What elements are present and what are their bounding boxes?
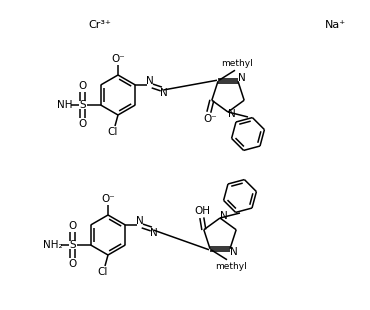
Text: OH: OH [195,206,211,216]
Text: Na⁺: Na⁺ [324,20,346,30]
Text: N: N [228,109,236,119]
Text: S: S [69,240,76,250]
Text: O: O [68,259,77,269]
Text: methyl: methyl [221,59,253,68]
Text: N: N [147,76,154,86]
Text: Cr³⁺: Cr³⁺ [88,20,111,30]
Text: NH: NH [57,100,73,110]
Text: O⁻: O⁻ [111,54,125,64]
Text: N: N [220,211,228,221]
Text: S: S [80,100,86,110]
Text: N: N [137,216,144,226]
Text: N: N [230,247,238,257]
Text: O: O [78,119,87,129]
Text: O: O [68,221,77,231]
Text: N: N [238,73,246,83]
Text: O⁻: O⁻ [203,114,217,124]
Text: Cl: Cl [108,127,118,137]
Text: O⁻: O⁻ [101,194,115,204]
Text: Cl: Cl [98,267,108,277]
Text: O: O [78,81,87,91]
Text: NH₂: NH₂ [43,240,63,250]
Text: N: N [151,228,158,238]
Text: N: N [161,88,168,98]
Text: methyl: methyl [215,262,247,271]
